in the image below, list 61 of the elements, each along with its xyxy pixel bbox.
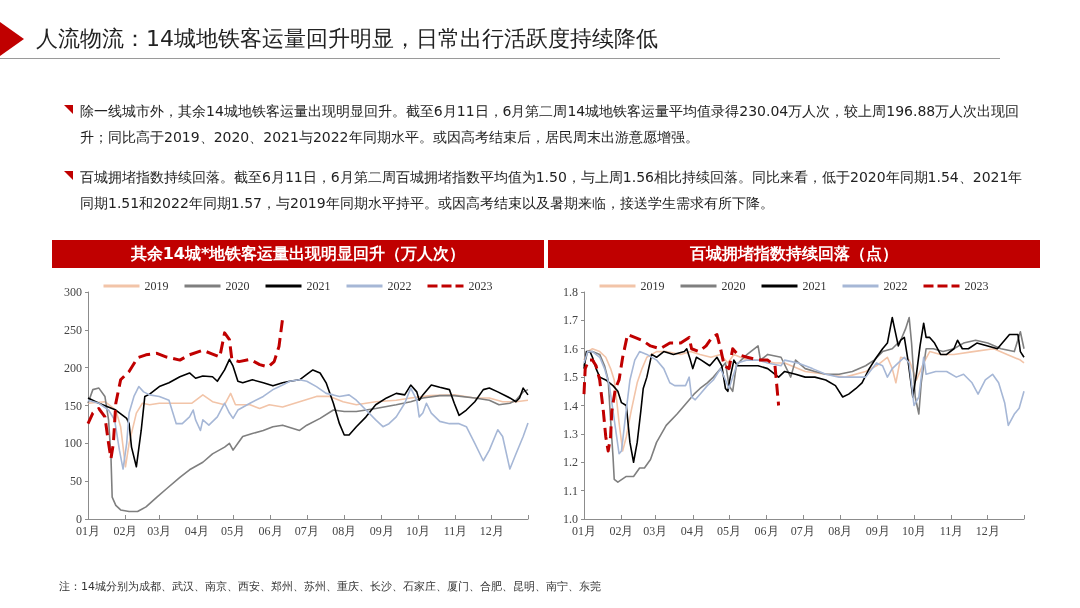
chart-title: 百城拥堵指数持续回落（点） [690,243,898,265]
text: 百城拥堵指数持续回落。截至6月11日，6月第二周百城拥堵指数平均值为1.50，与上周1.56相比持续回落。同比来看，低于2020年同期1.54、2021年同期1.51和2022年同期1.57，与2019年同期水平持平。或因高考结束以及暑期来临，接送学生需求有所下降。 [80,169,1023,211]
x-tick-label: 02月 [113,524,138,538]
line-series [582,333,781,453]
y-tick-label: 300 [64,285,82,299]
x-tick-label: 10月 [902,524,926,538]
text: 除一线城市外，其余14城地铁客运量出现明显回升。截至6月11日，6月第二周14城地铁客运量平均值录得230.04万人次，较上周196.88万人次出现回升；同比高于2019、2020、2021与2022年同期水平。或因高考结束后，居民周末出游意愿增强。 [80,103,1020,145]
y-tick-label: 1.8 [563,285,578,299]
legend-label: 2023 [468,279,493,293]
x-tick-label: 04月 [184,524,209,538]
x-tick-label: 02月 [609,524,634,538]
chart-title: 其余14城*地铁客运量出现明显回升（万人次） [130,243,466,265]
y-tick-label: 1.3 [563,426,578,441]
x-tick-label: 03月 [643,524,668,538]
legend-label: 2019 [144,279,169,293]
x-tick-label: 08月 [828,524,853,538]
x-tick-label: 08月 [332,524,357,538]
y-tick-label: 1.1 [563,483,578,498]
x-tick-label: 04月 [680,524,705,538]
x-tick-label: 07月 [790,524,815,538]
x-tick-label: 01月 [76,524,100,538]
x-tick-label: 11月 [443,524,468,538]
legend-label: 2020 [721,279,746,293]
line-series [87,358,529,468]
legend-label: 2023 [964,279,989,293]
line-series [87,392,529,468]
line-series [87,387,529,513]
x-tick-label: 06月 [754,524,779,538]
x-tick-label: 12月 [479,524,504,538]
x-tick-label: 03月 [147,524,172,538]
x-tick-label: 05月 [221,524,246,538]
legend-label: 2022 [883,279,908,293]
y-tick-label: 1.6 [563,341,578,356]
text: 注：14城分别为成都、武汉、南京、西安、郑州、苏州、重庆、长沙、石家庄、厦门、合肥、昆明、南宁、东莞 [59,580,601,594]
x-tick-label: 01月 [572,524,596,538]
y-tick-label: 150 [64,398,82,413]
y-tick-label: 1.4 [563,398,578,413]
legend-label: 2022 [387,279,412,293]
legend-label: 2021 [802,279,827,293]
x-tick-label: 09月 [369,524,394,538]
y-tick-label: 50 [70,474,82,489]
y-tick-label: 250 [64,322,82,337]
x-tick-label: 11月 [939,524,964,538]
legend-label: 2020 [225,279,250,293]
x-tick-label: 12月 [975,524,1000,538]
legend-label: 2021 [306,279,331,293]
x-tick-label: 09月 [865,524,890,538]
text: 人流物流：14城地铁客运量回升明显，日常出行活跃度持续降低 [36,25,658,53]
y-tick-label: 200 [64,360,82,375]
y-tick-label: 1.5 [563,370,578,385]
x-tick-label: 06月 [258,524,283,538]
line-series [87,378,529,470]
y-tick-label: 0 [76,512,82,526]
legend-label: 2019 [640,279,665,293]
x-tick-label: 07月 [294,524,319,538]
y-tick-label: 1.2 [563,455,578,470]
y-tick-label: 100 [64,436,82,451]
y-tick-label: 1.7 [563,313,578,328]
x-tick-label: 10月 [406,524,430,538]
y-tick-label: 1.0 [563,512,578,526]
x-tick-label: 05月 [717,524,742,538]
